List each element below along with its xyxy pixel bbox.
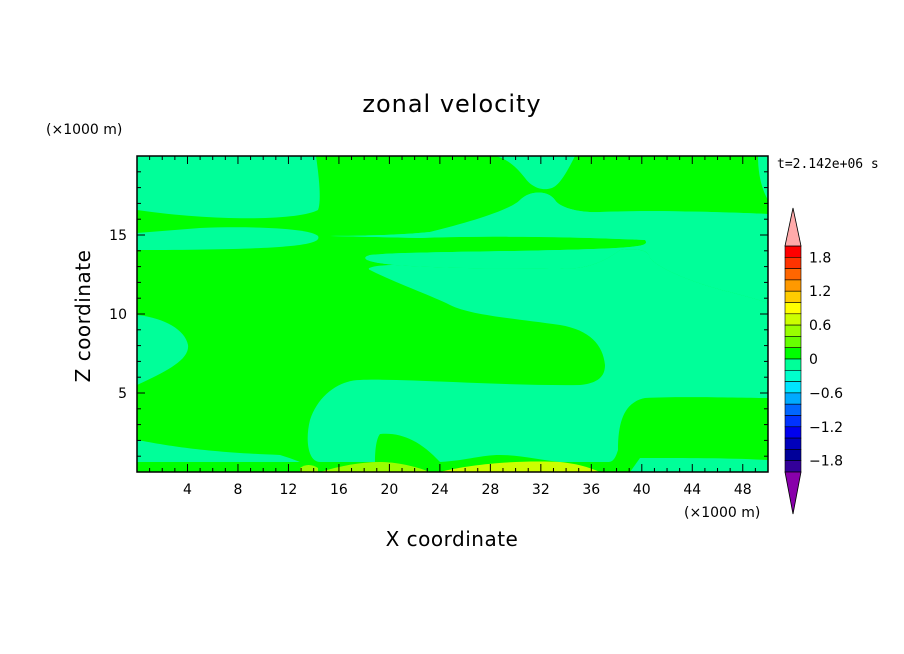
field-region-top-left bbox=[137, 156, 320, 219]
x-axis-unit: (×1000 m) bbox=[684, 505, 760, 521]
colorbar-swatch bbox=[784, 369, 802, 382]
colorbar-label: 1.2 bbox=[809, 284, 831, 300]
y-axis-title: Z coordinate bbox=[71, 250, 95, 383]
field-region-top-middle bbox=[495, 156, 575, 190]
colorbar-swatch bbox=[784, 290, 802, 303]
colorbar-label: 0.6 bbox=[809, 318, 831, 334]
x-tick-label: 40 bbox=[633, 482, 651, 498]
colorbar-swatch bbox=[784, 381, 802, 394]
colorbar-swatch bbox=[784, 449, 802, 461]
colorbar-swatch bbox=[784, 324, 802, 337]
colorbar-under-triangle bbox=[784, 471, 802, 515]
colorbar-swatch bbox=[784, 460, 802, 473]
x-tick-label: 20 bbox=[380, 482, 398, 498]
x-tick-label: 36 bbox=[582, 482, 600, 498]
field-region-band-15 bbox=[137, 227, 319, 250]
field-region-middle bbox=[330, 192, 768, 303]
colorbar-swatch bbox=[784, 415, 802, 428]
time-label: t=2.142e+06 s bbox=[777, 157, 879, 172]
y-axis-unit: (×1000 m) bbox=[46, 122, 122, 138]
y-tick-label: 5 bbox=[118, 386, 127, 402]
x-axis: 4 8 12 16 20 24 28 32 36 40 44 48 bbox=[149, 156, 756, 498]
colorbar-swatch bbox=[784, 347, 802, 360]
plot-area bbox=[137, 156, 768, 472]
colorbar-swatch bbox=[784, 302, 802, 315]
x-axis-title: X coordinate bbox=[386, 527, 519, 551]
colorbar: 1.8 1.2 0.6 0 −0.6 −1.2 −1.8 bbox=[784, 207, 843, 515]
colorbar-swatch bbox=[784, 426, 802, 439]
colorbar-label: −1.2 bbox=[809, 420, 843, 436]
colorbar-label: 0 bbox=[809, 352, 818, 368]
colorbar-swatch bbox=[784, 437, 802, 450]
x-tick-label: 24 bbox=[431, 482, 449, 498]
colorbar-swatch bbox=[784, 336, 802, 348]
y-tick-label: 15 bbox=[109, 228, 127, 244]
field-region-lower-middle bbox=[307, 249, 768, 462]
field-region-bottom-left bbox=[137, 440, 300, 462]
colorbar-swatch bbox=[784, 313, 802, 326]
colorbar-swatch bbox=[784, 268, 802, 281]
colorbar-label: 1.8 bbox=[809, 250, 831, 266]
chart-title: zonal velocity bbox=[362, 90, 541, 118]
field-region-right-top bbox=[758, 156, 768, 200]
colorbar-swatch bbox=[784, 392, 802, 405]
x-tick-label: 4 bbox=[183, 482, 192, 498]
x-tick-label: 48 bbox=[734, 482, 752, 498]
colorbar-label: −0.6 bbox=[809, 386, 843, 402]
colorbar-swatch bbox=[784, 245, 802, 258]
x-tick-label: 12 bbox=[280, 482, 298, 498]
colorbar-swatch bbox=[784, 358, 802, 371]
x-tick-label: 28 bbox=[481, 482, 499, 498]
x-tick-label: 16 bbox=[330, 482, 348, 498]
field-region-bottom-strip-b bbox=[440, 461, 600, 472]
field-region-bottom-right bbox=[630, 458, 768, 472]
x-tick-label: 8 bbox=[233, 482, 242, 498]
colorbar-over-triangle bbox=[784, 207, 802, 247]
colorbar-swatch bbox=[784, 279, 802, 292]
x-tick-label: 32 bbox=[532, 482, 550, 498]
field-region-left-bulge bbox=[137, 315, 189, 385]
colorbar-swatch bbox=[784, 256, 802, 269]
x-tick-label: 44 bbox=[683, 482, 701, 498]
colorbar-swatch bbox=[784, 403, 802, 416]
y-axis: 5 10 15 bbox=[109, 171, 768, 457]
y-tick-label: 10 bbox=[109, 307, 127, 323]
colorbar-label: −1.8 bbox=[809, 454, 843, 470]
